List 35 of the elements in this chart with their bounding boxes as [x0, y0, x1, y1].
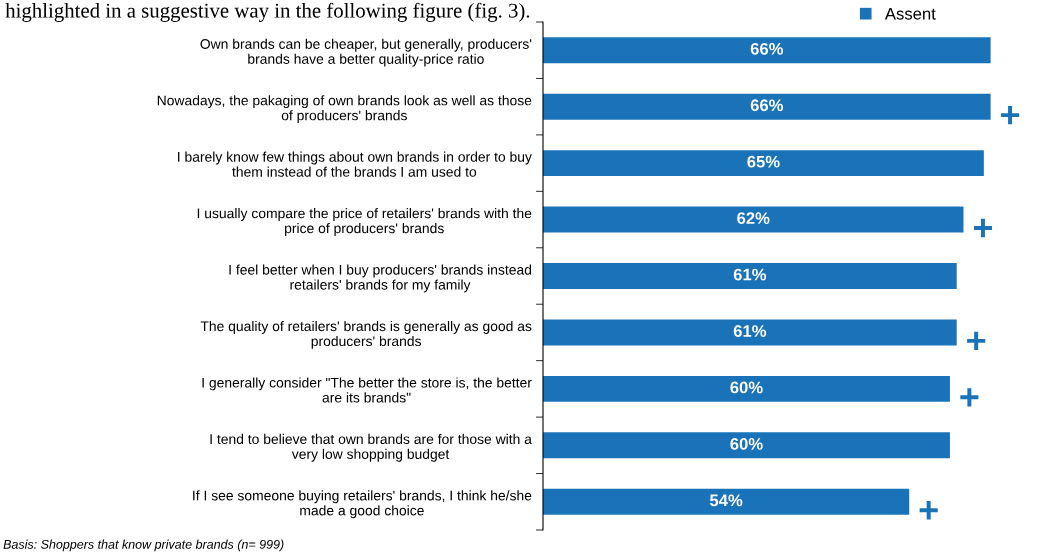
legend-label: Assent [884, 8, 936, 20]
data-label: 60% [730, 438, 763, 450]
bar [543, 93, 991, 120]
data-label: 65% [747, 155, 780, 168]
data-label: 62% [737, 212, 770, 225]
bar [543, 206, 964, 233]
y-tick-label: I generally consider "The better the store is, the better are its brands" [202, 377, 532, 403]
annotation: + [960, 388, 979, 407]
y-tick-label: I tend to believe that own brands are for those with a very low shopping budget [210, 433, 532, 462]
data-label: 66% [750, 99, 784, 112]
bar [543, 432, 950, 459]
y-tick-label: I feel better when I buy producers' brands instead retailers' brands for my family [229, 264, 532, 293]
annotation: + [1001, 105, 1020, 125]
annotation: + [967, 331, 986, 351]
annotation: + [973, 218, 993, 238]
y-tick-label: I usually compare the price of retailers' brands with the price of producers' brands [197, 208, 532, 236]
data-label: 54% [709, 494, 743, 507]
y-tick-label: The quality of retailers' brands is generally as good as producers' brands [200, 320, 532, 349]
text: highlighted in a suggestive way in the following figure (fig. 3). [5, 2, 530, 22]
bar [543, 488, 910, 515]
bar [543, 37, 991, 64]
bar [543, 319, 957, 346]
y-tick-label: If I see someone buying retailers' brands, I think he/she made a good choice [193, 490, 532, 519]
bar [543, 263, 957, 289]
bar [543, 150, 984, 177]
y-tick-label: Own brands can be cheaper, but generally, producers' brands have a better quality-price ratio [200, 38, 532, 67]
y-tick-label: Nowadays, the pakaging of own brands look as well as those of producers' brands [157, 95, 532, 124]
text: Basis: Shoppers that know private brands (n= 999) [3, 539, 284, 552]
data-label: 61% [733, 325, 767, 337]
annotation: + [919, 501, 938, 520]
data-label: 61% [733, 268, 767, 281]
data-label: 60% [730, 381, 763, 394]
data-label: 66% [750, 42, 784, 55]
y-tick-label: I barely know few things about own brands in order to buy them instead of the brands I am used to [178, 151, 532, 177]
bar [543, 375, 950, 402]
